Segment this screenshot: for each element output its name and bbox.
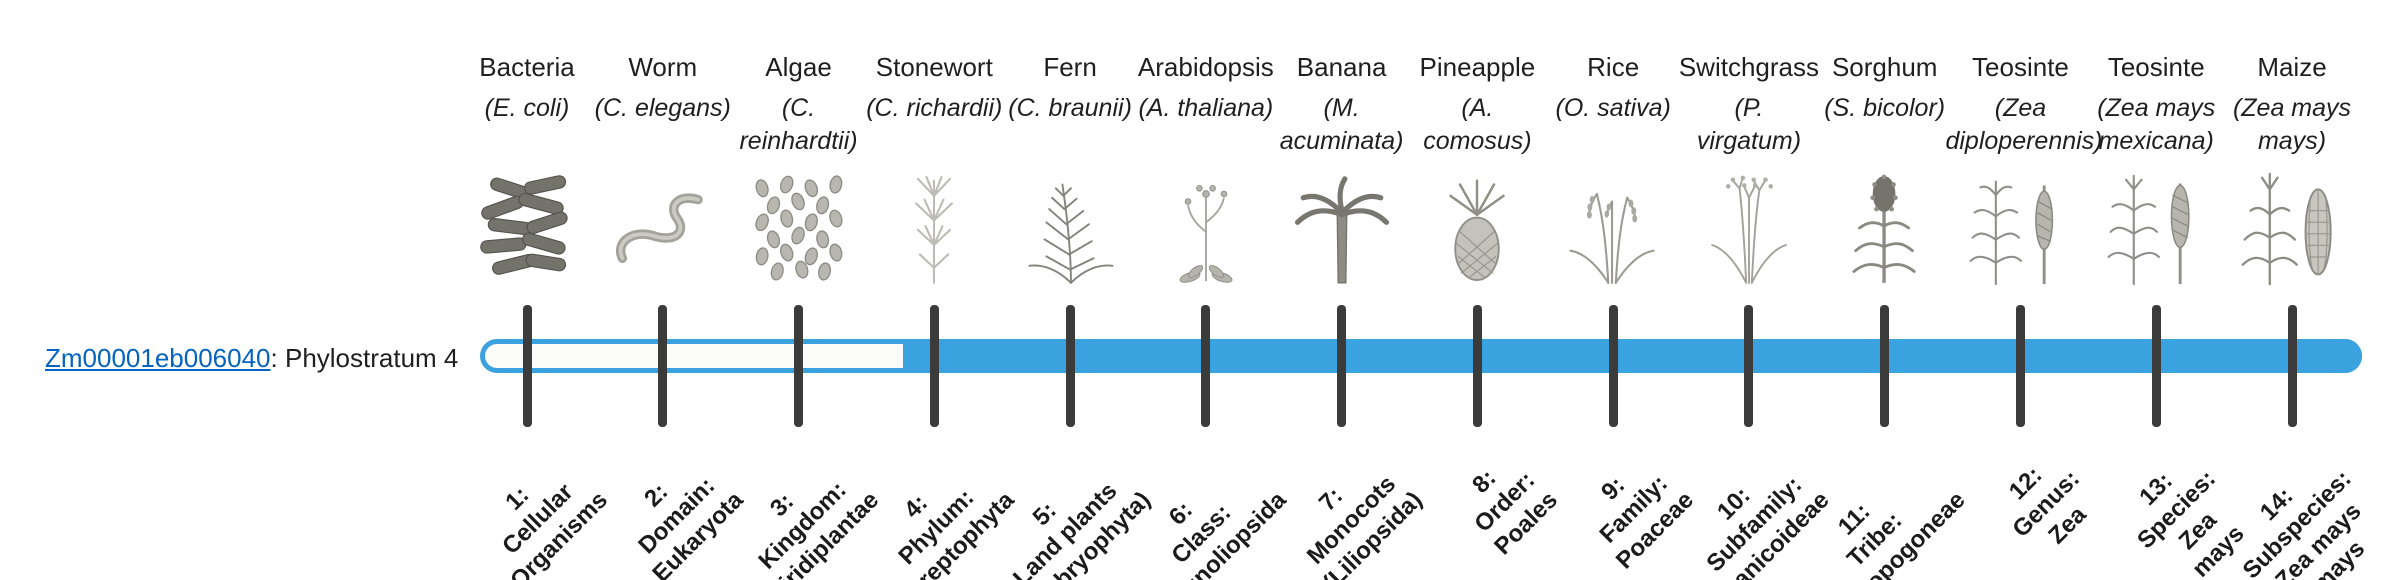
organism-column: Teosinte (Zea mays mexicana)	[2081, 52, 2231, 286]
phylostratum-tick	[1065, 305, 1075, 427]
stratum-label: 1: Cellular Organisms	[496, 478, 613, 580]
stratum-label: 2: Domain: Eukaryota	[633, 472, 748, 580]
phylostratum-tick	[1201, 305, 1211, 427]
phylostratum-tick	[2151, 305, 2161, 427]
organism-scientific-name: (Zea mays mexicana)	[2097, 94, 2216, 155]
stratum-label: 3: Kingdom: Viridiplantae	[753, 476, 884, 580]
organism-common-name: Teosinte	[2107, 52, 2205, 82]
organism-common-name: Bacteria	[479, 52, 575, 82]
organism-scientific-name: (E. coli)	[484, 94, 570, 122]
organism-column: Algae (C. reinhardtii)	[724, 52, 874, 286]
banana-icon	[1267, 164, 1417, 286]
organism-common-name: Maize	[2257, 52, 2327, 82]
organism-common-name: Pineapple	[1419, 52, 1536, 82]
organism-common-name: Stonewort	[875, 52, 993, 82]
organism-column: Maize (Zea mays mays)	[2217, 52, 2367, 286]
organism-scientific-name: (Zea diploperennis)	[1945, 94, 2103, 155]
organism-column: Worm (C. elegans)	[588, 52, 738, 286]
stratum-label: 7: Monocots (Liliopsida)	[1301, 470, 1427, 580]
teosinte-icon	[1945, 164, 2095, 286]
organism-column: Rice (O. sativa)	[1538, 52, 1688, 286]
organism-column: Bacteria (E. coli)	[452, 52, 602, 286]
organism-column: Sorghum (S. bicolor)	[1810, 52, 1960, 286]
organism-scientific-name: (C. elegans)	[594, 94, 731, 122]
organism-scientific-name: (A. thaliana)	[1138, 94, 1274, 122]
fern-icon	[995, 164, 1145, 286]
gene-id-link[interactable]: Zm00001eb006040	[45, 343, 271, 373]
stratum-label: 9: Family: Poaceae	[1594, 470, 1699, 575]
organism-scientific-name: (C. richardii)	[866, 94, 1003, 122]
maize-icon	[2217, 164, 2367, 286]
organism-scientific-name: (C. braunii)	[1008, 94, 1132, 122]
organism-column: Teosinte (Zea diploperennis)	[1945, 52, 2103, 286]
organism-column: Arabidopsis (A. thaliana)	[1131, 52, 1281, 286]
rice-icon	[1538, 164, 1688, 286]
organism-column: Switchgrass (P. virgatum)	[1674, 52, 1824, 286]
timeline-filled-segment	[903, 339, 2362, 373]
phylostratum-tick	[794, 305, 804, 427]
phylostratum-tick	[2015, 305, 2025, 427]
phylostratum-tick	[1880, 305, 1890, 427]
organism-scientific-name: (C. reinhardtii)	[739, 94, 858, 155]
stratum-label: 8: Order: Poales	[1467, 464, 1563, 560]
phylostratum-tick	[522, 305, 532, 427]
organism-common-name: Rice	[1587, 52, 1640, 82]
gene-phylostratum-text: : Phylostratum 4	[270, 343, 459, 373]
organism-scientific-name: (M. acuminata)	[1279, 94, 1404, 155]
phylostratum-tick	[1337, 305, 1347, 427]
worm-icon	[588, 164, 738, 286]
stratum-label: 12: Genus: Zea	[2003, 461, 2092, 550]
organism-column: Banana (M. acuminata)	[1267, 52, 1417, 286]
organism-common-name: Arabidopsis	[1137, 52, 1274, 82]
organism-column: Fern (C. braunii)	[995, 52, 1145, 286]
bacteria-icon	[452, 164, 602, 286]
organism-scientific-name: (S. bicolor)	[1824, 94, 1946, 122]
stonewort-icon	[859, 164, 1009, 286]
phylostratum-tick	[1608, 305, 1618, 427]
organism-common-name: Switchgrass	[1678, 52, 1819, 82]
algae-icon	[724, 164, 874, 286]
organism-common-name: Banana	[1296, 52, 1387, 82]
teosinte-mexicana-icon	[2081, 164, 2231, 286]
organism-common-name: Sorghum	[1831, 52, 1938, 82]
organism-column: Stonewort (C. richardii)	[859, 52, 1009, 286]
phylostratum-tick	[1744, 305, 1754, 427]
organism-common-name: Worm	[628, 52, 698, 82]
switchgrass-icon	[1674, 164, 1824, 286]
organism-scientific-name: (Zea mays mays)	[2232, 94, 2352, 155]
organism-common-name: Teosinte	[1972, 52, 2069, 82]
organism-scientific-name: (O. sativa)	[1555, 94, 1671, 122]
pineapple-icon	[1402, 164, 1552, 286]
organism-scientific-name: (A. comosus)	[1423, 94, 1532, 155]
phylostratum-tick	[2287, 305, 2297, 427]
sorghum-icon	[1810, 164, 1960, 286]
organism-column: Pineapple (A. comosus)	[1402, 52, 1552, 286]
organism-scientific-name: (P. virgatum)	[1696, 94, 1802, 155]
gene-label: Zm00001eb006040: Phylostratum 4	[45, 343, 458, 374]
arabidopsis-icon	[1131, 164, 1281, 286]
organism-common-name: Fern	[1043, 52, 1097, 82]
phylostratum-tick	[658, 305, 668, 427]
organism-common-name: Algae	[765, 52, 832, 82]
phylostratum-tick	[1472, 305, 1482, 427]
phylostratum-tick	[929, 305, 939, 427]
